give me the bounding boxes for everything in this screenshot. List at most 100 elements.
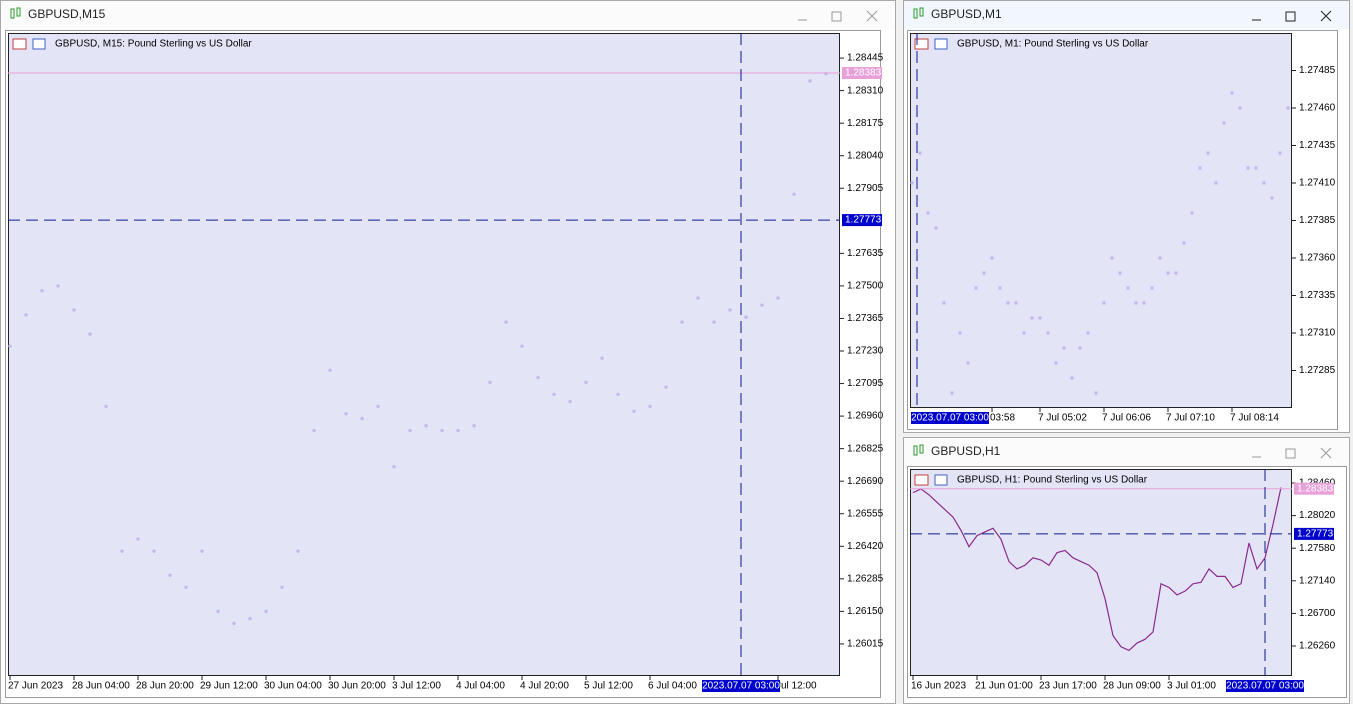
price-point <box>910 181 914 185</box>
close-button[interactable] <box>1320 447 1332 459</box>
maximize-button[interactable] <box>831 11 842 22</box>
price-point <box>1206 151 1210 155</box>
title-bar <box>904 1 1349 29</box>
price-point <box>712 320 716 324</box>
price-point <box>360 416 364 421</box>
price-point <box>248 616 252 621</box>
price-point <box>184 585 188 589</box>
y-tick-label: 1.26015 <box>847 639 884 650</box>
price-point <box>942 301 946 305</box>
price-point <box>950 391 954 395</box>
y-tick-label: 1.27335 <box>1299 290 1336 301</box>
last-price-label: 1.28383 <box>1297 483 1334 494</box>
crosshair-price-box <box>842 214 882 227</box>
header-icon <box>12 38 27 50</box>
window-title: GBPUSD,M15 <box>28 7 106 21</box>
price-point <box>1014 301 1018 305</box>
price-point <box>1110 256 1114 260</box>
price-point <box>280 585 284 589</box>
y-tick-label: 1.26825 <box>847 443 884 454</box>
price-point <box>72 308 76 312</box>
price-point <box>1030 316 1034 320</box>
price-point <box>1022 331 1026 335</box>
x-tick-label: 7 Jul 07:10 <box>1166 413 1215 424</box>
x-tick-label: 7 Jul 06:06 <box>1102 413 1151 424</box>
last-price-box <box>842 67 882 80</box>
crosshair-time-box <box>702 680 780 692</box>
y-tick-label: 1.27230 <box>847 346 884 357</box>
price-point <box>440 428 444 433</box>
window-icon <box>919 444 924 454</box>
title-bar <box>1 1 895 29</box>
y-tick-label: 1.27580 <box>1299 543 1336 554</box>
header-icon <box>914 474 929 486</box>
price-point <box>168 573 172 577</box>
price-point <box>926 211 930 215</box>
price-point <box>1126 286 1130 290</box>
maximize-button[interactable] <box>1285 11 1296 22</box>
x-tick-label: 21 Jun 01:00 <box>975 681 1033 692</box>
price-point <box>616 392 620 397</box>
x-tick-label: 3 Jul 01:00 <box>1167 681 1216 692</box>
price-point <box>504 320 508 324</box>
chart-header: GBPUSD, M15: Pound Sterling vs US Dollar <box>55 39 252 50</box>
x-tick-label: 03:58 <box>990 413 1015 424</box>
price-point <box>1214 181 1218 185</box>
price-point <box>1094 391 1098 395</box>
close-button[interactable] <box>1320 10 1332 22</box>
x-tick-label: 6 Jul 04:00 <box>648 681 697 692</box>
price-point <box>424 424 428 428</box>
price-point <box>792 192 796 196</box>
price-point <box>152 549 156 553</box>
x-tick-label: 3 Jul 12:00 <box>392 681 441 692</box>
price-point <box>1238 106 1242 110</box>
x-tick-label: 16 Jun 2023 <box>911 681 966 692</box>
price-point <box>1278 151 1282 155</box>
crosshair-price-label: 1.27773 <box>845 215 882 226</box>
y-tick-label: 1.28020 <box>1299 510 1336 521</box>
price-point <box>808 79 812 83</box>
price-point <box>200 549 204 553</box>
y-tick-label: 1.27140 <box>1299 575 1336 586</box>
price-point <box>472 424 476 428</box>
price-point <box>328 368 332 372</box>
maximize-button[interactable] <box>1285 448 1296 459</box>
window-icon <box>913 445 918 456</box>
price-point <box>88 332 92 336</box>
price-point <box>1006 301 1010 305</box>
window-icon <box>913 8 918 19</box>
y-tick-label: 1.26555 <box>847 508 884 519</box>
y-tick-label: 1.27905 <box>847 183 884 194</box>
price-point <box>1286 106 1290 110</box>
price-point <box>1222 121 1226 125</box>
price-point <box>958 331 962 335</box>
crosshair-time-box <box>911 412 989 424</box>
price-point <box>1118 271 1122 275</box>
price-point <box>1134 301 1138 305</box>
price-point <box>1102 301 1106 305</box>
close-button[interactable] <box>866 10 878 22</box>
y-tick-label: 1.27500 <box>847 281 884 292</box>
plot-area <box>910 33 1292 408</box>
price-point <box>1270 196 1274 200</box>
price-point <box>1062 346 1066 350</box>
price-point <box>1246 166 1250 170</box>
price-point <box>1198 166 1202 170</box>
price-point <box>728 308 732 312</box>
price-point <box>1158 256 1162 260</box>
y-tick-label: 1.27635 <box>847 248 884 259</box>
price-point <box>1086 331 1090 335</box>
header-icon <box>934 474 948 486</box>
window-title: GBPUSD,M1 <box>931 7 1002 21</box>
header-icon <box>934 38 948 50</box>
price-point <box>664 385 668 389</box>
price-point <box>24 313 28 317</box>
price-point <box>1254 166 1258 170</box>
last-price-box <box>1294 482 1334 495</box>
y-tick-label: 1.26690 <box>847 476 884 487</box>
price-point <box>520 344 524 348</box>
plot-area <box>910 469 1292 676</box>
x-tick-label: 28 Jun 20:00 <box>136 681 194 692</box>
y-tick-label: 1.26960 <box>847 411 884 422</box>
